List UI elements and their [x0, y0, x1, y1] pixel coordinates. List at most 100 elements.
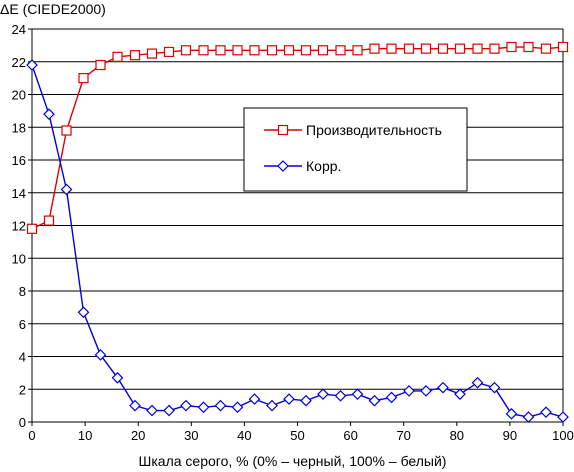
data-point	[386, 43, 397, 54]
data-point	[505, 407, 518, 420]
data-point	[317, 388, 329, 401]
data-point	[352, 45, 363, 56]
data-point	[112, 51, 123, 62]
data-point	[540, 43, 552, 54]
data-point	[215, 45, 226, 56]
data-point	[94, 349, 107, 361]
data-point	[214, 399, 227, 412]
y-tick-label: 8	[19, 284, 26, 299]
data-point	[146, 48, 158, 59]
data-point	[335, 45, 346, 56]
y-tick-label: 16	[12, 153, 26, 168]
data-point	[180, 399, 192, 412]
data-point	[163, 404, 175, 417]
x-tick-label: 0	[28, 428, 35, 443]
data-point	[506, 41, 517, 53]
x-axis-title: Шкала серого, % (0% – черный, 100% – бел…	[139, 453, 447, 469]
data-point	[454, 388, 466, 401]
data-point	[317, 45, 329, 56]
data-point	[420, 43, 432, 54]
data-point	[111, 371, 124, 384]
legend-label: Производительность	[306, 122, 442, 138]
data-point	[557, 411, 569, 423]
data-point	[472, 43, 483, 54]
y-tick-label: 14	[12, 186, 26, 201]
data-point	[557, 41, 569, 53]
data-point	[232, 45, 243, 56]
data-point	[95, 59, 106, 71]
data-point	[266, 399, 278, 412]
x-tick-label: 60	[343, 428, 357, 443]
grid-lines	[32, 28, 563, 423]
legend-label: Корр.	[306, 158, 341, 174]
y-tick-label: 4	[19, 350, 26, 365]
data-point	[163, 46, 175, 58]
data-point	[26, 59, 38, 71]
legend-item: Корр.	[264, 158, 341, 174]
data-point	[197, 401, 210, 414]
y-tick-label: 24	[12, 22, 26, 37]
data-point	[471, 376, 484, 389]
data-point	[198, 45, 209, 56]
data-point	[180, 45, 192, 56]
data-point	[488, 381, 501, 394]
data-point	[420, 385, 432, 397]
y-tick-label: 10	[12, 251, 26, 266]
x-tick-label: 40	[237, 428, 251, 443]
y-tick-label: 20	[12, 88, 26, 103]
legend: Производительность Корр.	[243, 107, 468, 192]
data-point	[129, 50, 141, 61]
data-point	[61, 125, 72, 136]
data-point	[403, 43, 415, 54]
series-layer	[26, 41, 569, 423]
legend-marker	[277, 124, 289, 136]
data-point	[540, 406, 552, 419]
y-axis-title: ΔE (CIEDE2000)	[0, 1, 106, 17]
data-point	[43, 108, 55, 120]
data-point	[60, 183, 73, 196]
x-tick-label: 30	[184, 428, 198, 443]
x-tick-label: 50	[290, 428, 304, 443]
data-point	[43, 215, 55, 226]
data-point	[454, 43, 466, 54]
data-point	[385, 391, 398, 404]
data-point	[351, 388, 364, 401]
data-point	[77, 306, 90, 319]
data-point	[266, 45, 278, 56]
x-tick-label: 90	[503, 428, 517, 443]
data-point	[523, 41, 534, 53]
data-point	[283, 45, 295, 56]
data-point	[368, 394, 381, 407]
data-point	[26, 223, 38, 234]
y-tick-label: 2	[19, 382, 26, 397]
x-axis-ticks: 0 10 20 30 40 50 60 70 80 90 100	[28, 422, 574, 443]
y-tick-label: 0	[19, 415, 26, 430]
x-tick-label: 20	[131, 428, 145, 443]
legend-marker	[277, 160, 289, 172]
data-point	[300, 45, 312, 56]
data-point	[403, 385, 415, 397]
y-tick-label: 22	[12, 55, 26, 70]
data-point	[283, 393, 295, 405]
series-performance	[26, 41, 569, 234]
data-point	[248, 393, 261, 405]
data-point	[522, 411, 535, 423]
legend-item: Производительность	[264, 122, 442, 138]
x-tick-label: 80	[450, 428, 464, 443]
series-corrected	[26, 59, 569, 423]
data-point	[369, 43, 380, 54]
x-tick-label: 70	[396, 428, 410, 443]
data-point	[231, 401, 244, 414]
data-point	[437, 43, 449, 54]
data-point	[334, 389, 347, 402]
data-point	[78, 73, 89, 84]
data-point	[437, 381, 449, 394]
data-point	[489, 43, 500, 54]
x-tick-label: 10	[78, 428, 92, 443]
y-tick-label: 12	[12, 219, 26, 234]
data-point	[129, 399, 141, 412]
legend-box	[243, 107, 468, 192]
data-point	[300, 394, 312, 407]
